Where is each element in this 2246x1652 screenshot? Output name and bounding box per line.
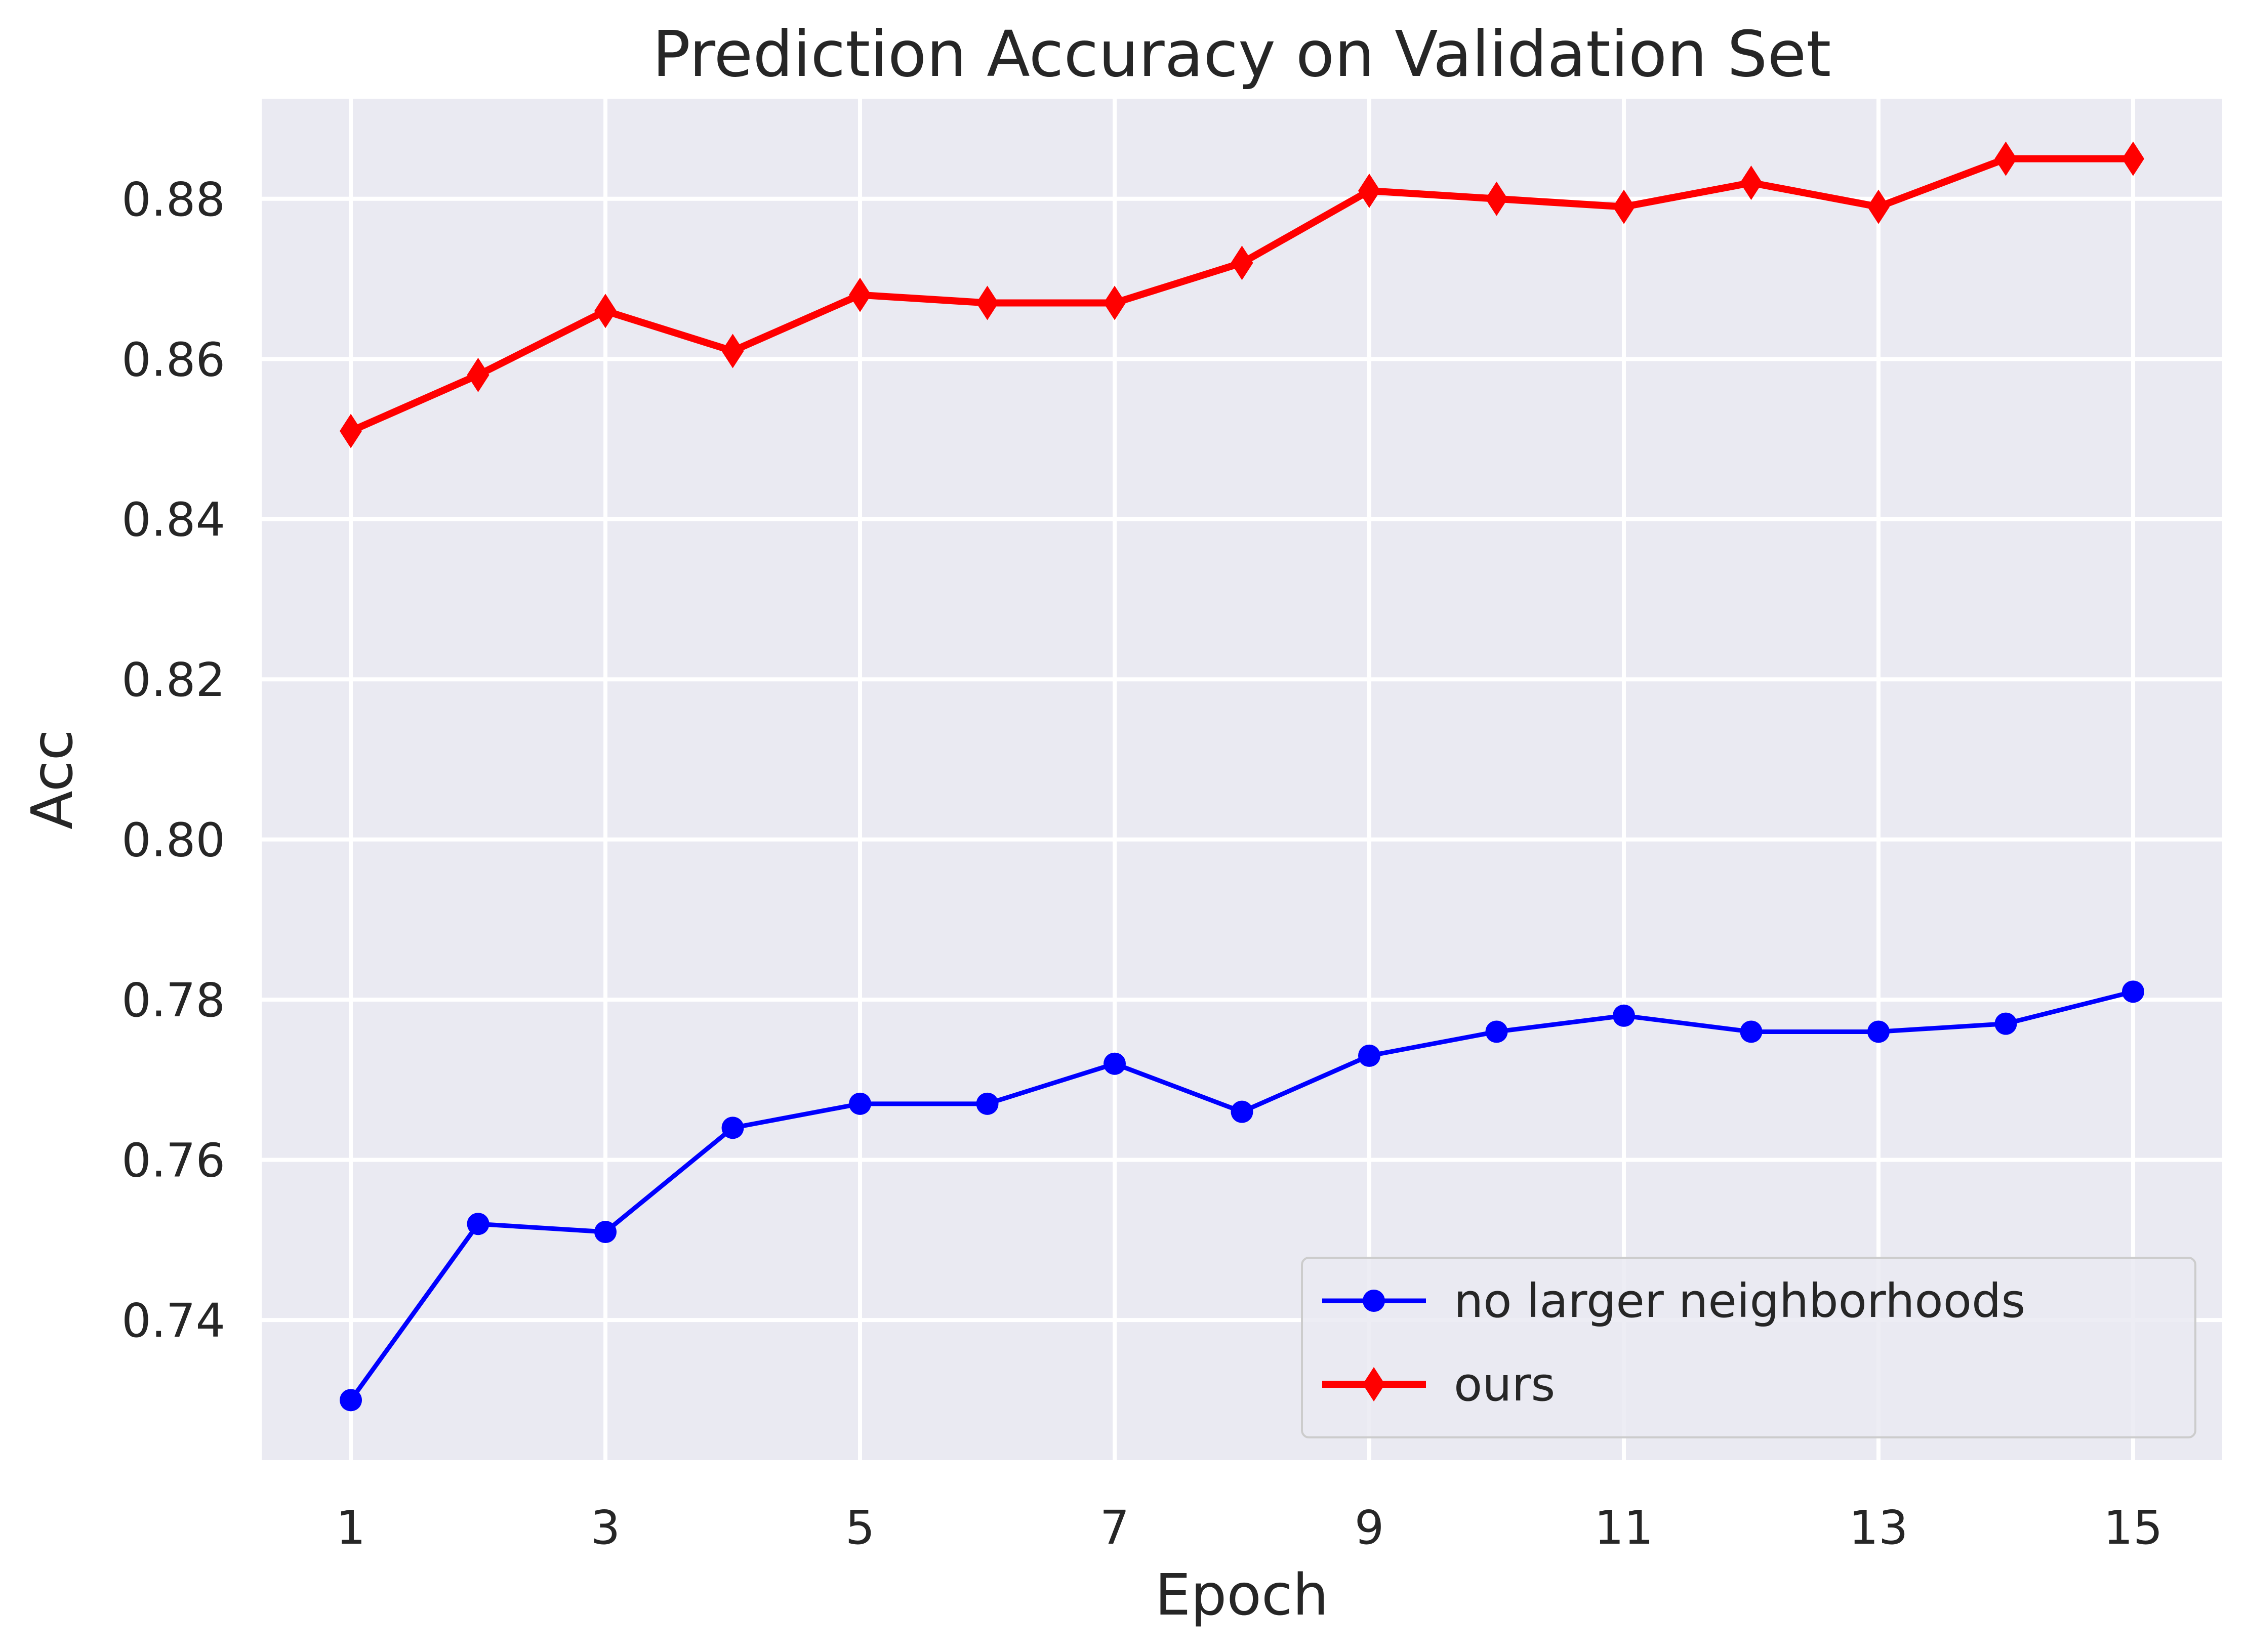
- data-point: [340, 1389, 362, 1412]
- series-layer: [340, 141, 2144, 1412]
- y-tick-label: 0.80: [121, 813, 225, 868]
- x-tick-label: 3: [591, 1501, 621, 1555]
- data-point: [1104, 1052, 1126, 1075]
- y-tick-label: 0.74: [121, 1294, 225, 1348]
- y-axis-ticks: 0.74 0.76 0.78 0.80 0.82 0.84 0.86 0.88: [121, 173, 225, 1348]
- y-tick-label: 0.76: [121, 1134, 225, 1188]
- y-tick-label: 0.86: [121, 333, 225, 387]
- y-axis-label: Acc: [20, 729, 86, 830]
- legend-item: no larger neighborhoods: [1322, 1274, 2025, 1328]
- x-tick-label: 15: [2103, 1501, 2162, 1555]
- data-point: [594, 294, 617, 328]
- data-point: [467, 1213, 489, 1235]
- legend-marker: [1363, 1290, 1385, 1312]
- data-point: [2121, 141, 2144, 176]
- x-axis-label: Epoch: [1155, 1562, 1329, 1628]
- legend-label: ours: [1454, 1357, 1555, 1412]
- x-tick-label: 11: [1594, 1501, 1653, 1555]
- legend-box: [1301, 1257, 2196, 1438]
- data-point: [340, 414, 362, 448]
- data-point: [1994, 141, 2017, 176]
- plot-background: [262, 99, 2222, 1460]
- data-point: [1104, 285, 1126, 320]
- data-point: [1994, 1012, 2017, 1035]
- data-point: [1358, 1044, 1380, 1067]
- data-point: [849, 277, 872, 312]
- data-point: [721, 1117, 744, 1139]
- chart-title: Prediction Accuracy on Validation Set: [652, 18, 1831, 91]
- data-point: [721, 334, 744, 368]
- data-point: [1485, 1020, 1508, 1043]
- x-tick-label: 5: [845, 1501, 875, 1555]
- y-tick-label: 0.84: [121, 493, 225, 547]
- series-1: [340, 980, 2144, 1412]
- data-point: [849, 1092, 872, 1115]
- legend: no larger neighborhoods ours: [1301, 1257, 2196, 1438]
- x-tick-label: 9: [1355, 1501, 1384, 1555]
- data-point: [1612, 189, 1635, 224]
- y-tick-label: 0.82: [121, 653, 225, 707]
- data-point: [1867, 189, 1890, 224]
- x-axis-ticks: 1 3 5 7 9 11 13 15: [336, 1501, 2163, 1555]
- data-point: [1740, 166, 1763, 200]
- y-tick-label: 0.78: [121, 973, 225, 1027]
- data-point: [1485, 181, 1508, 216]
- x-tick-label: 7: [1100, 1501, 1130, 1555]
- data-point: [1612, 1004, 1635, 1027]
- legend-label: no larger neighborhoods: [1454, 1274, 2025, 1328]
- x-tick-label: 13: [1849, 1501, 1908, 1555]
- data-point: [467, 357, 489, 392]
- data-point: [1740, 1020, 1763, 1043]
- series-2: [340, 141, 2144, 448]
- data-point: [1231, 245, 1253, 280]
- data-point: [2121, 980, 2144, 1003]
- data-point: [976, 285, 999, 320]
- legend-marker: [1363, 1367, 1385, 1401]
- data-point: [1867, 1020, 1890, 1043]
- x-tick-label: 1: [336, 1501, 366, 1555]
- y-tick-label: 0.88: [121, 173, 225, 227]
- grid: [262, 99, 2222, 1460]
- data-point: [594, 1221, 617, 1244]
- data-point: [1231, 1100, 1253, 1123]
- legend-item: ours: [1322, 1357, 1555, 1412]
- data-point: [1358, 173, 1380, 208]
- data-point: [976, 1092, 999, 1115]
